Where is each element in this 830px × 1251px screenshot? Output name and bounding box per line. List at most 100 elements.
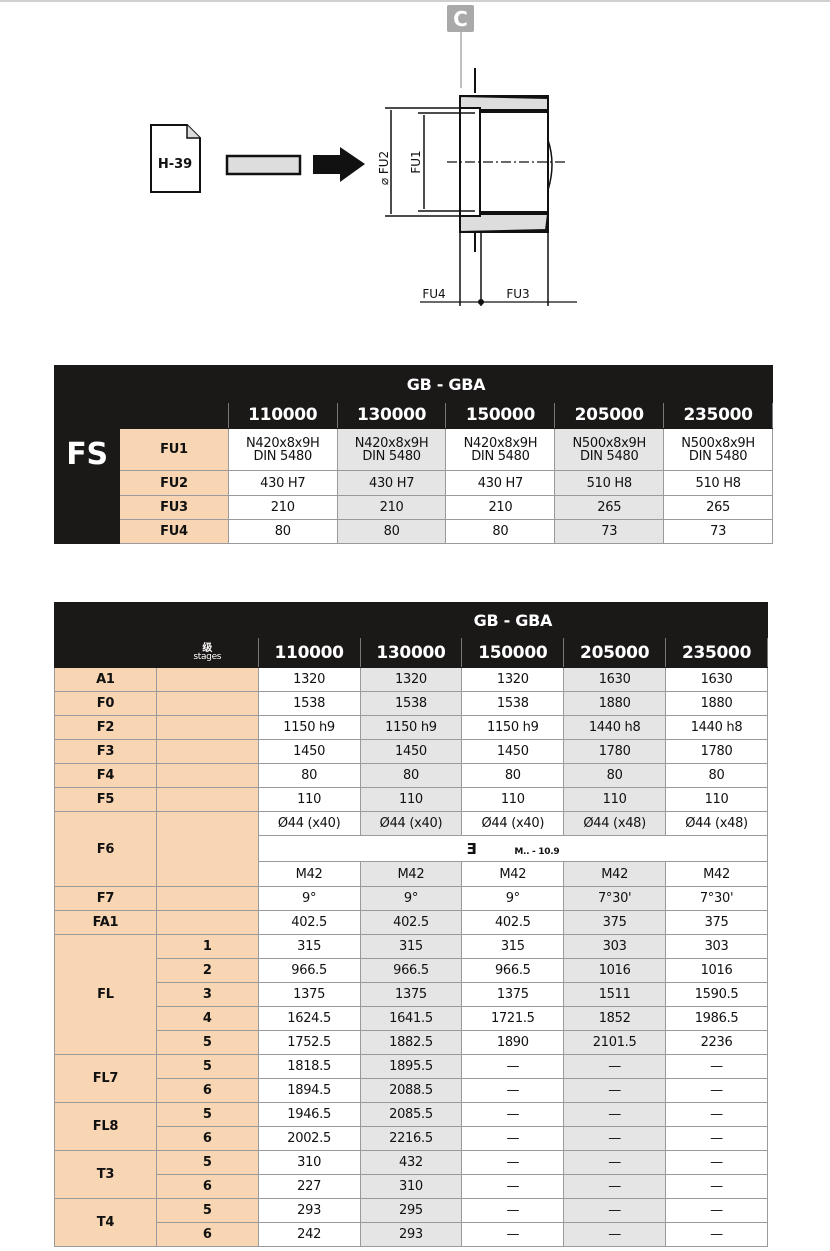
cell: 210 — [445, 495, 556, 520]
table-row: F2 1150 h9 1150 h9 1150 h9 1440 h8 1440 h8 — [54, 715, 768, 740]
cell: 265 — [554, 495, 665, 520]
table-row: 6 227 310— — — — [55, 1174, 768, 1199]
cell: 1440 h8 — [563, 715, 667, 740]
cell: 402.5 — [359, 910, 463, 935]
cell: — — [461, 1198, 565, 1223]
cell: 227 — [257, 1174, 361, 1199]
cell: 9° — [257, 886, 361, 911]
stage-cell — [155, 691, 259, 716]
stage-cell: 5 — [155, 1102, 259, 1127]
table-row: F6 Ø44 (x40) Ø44 (x40) Ø44 (x40) Ø44 (x48) Ø4… — [54, 811, 768, 887]
row-label: FU1 — [119, 428, 229, 471]
cell: M42 — [563, 861, 667, 887]
cell: — — [665, 1078, 768, 1103]
stage-cell: 3 — [155, 982, 259, 1007]
cell: 1895.5 — [359, 1054, 463, 1079]
column-header: 235000 — [665, 637, 768, 668]
cell: — — [461, 1150, 565, 1175]
cell: 80 — [461, 763, 565, 788]
column-header: 150000 — [445, 402, 556, 429]
cell: 1320 — [359, 667, 463, 692]
cell: Ø44 (x48) — [665, 811, 768, 836]
cell: N500x8x9H DIN 5480 — [663, 428, 773, 471]
cell: — — [563, 1054, 667, 1079]
cell: — — [563, 1078, 667, 1103]
cell: — — [461, 1222, 565, 1247]
cell: 1150 h9 — [461, 715, 565, 740]
cell: 80 — [257, 763, 361, 788]
row-label: FU3 — [119, 495, 229, 520]
cell: 1150 h9 — [359, 715, 463, 740]
table-row: 5 1752.5 1882.5 1890 2101.5 2236 — [55, 1030, 768, 1055]
stage-cell: 6 — [155, 1126, 259, 1151]
cell: — — [563, 1150, 667, 1175]
stage-cell — [155, 763, 259, 788]
stage-cell: 6 — [155, 1078, 259, 1103]
cell: 1590.5 — [665, 982, 768, 1007]
cell: 1150 h9 — [257, 715, 361, 740]
cell: M42 — [359, 861, 463, 887]
cell: 1538 — [461, 691, 565, 716]
cell: — — [665, 1174, 768, 1199]
cell: — — [665, 1102, 768, 1127]
row-label: FL7 — [54, 1054, 157, 1103]
cell: 315 — [461, 934, 565, 959]
cell: 402.5 — [461, 910, 565, 935]
arrow-right-icon — [313, 147, 365, 182]
cell: Ø44 (x40) — [257, 811, 361, 836]
cell: 966.5 — [257, 958, 361, 983]
cell: 1016 — [665, 958, 768, 983]
table-row: T4 5 293 295— — — — [54, 1198, 768, 1247]
table-title: GB - GBA — [119, 365, 773, 403]
cell: M42 — [257, 861, 361, 887]
cell: 1880 — [563, 691, 667, 716]
row-label: FU4 — [119, 519, 229, 544]
cell: 1630 — [563, 667, 667, 692]
table-row: FL7 5 1818.5 1895.5— — — — [54, 1054, 768, 1103]
stage-cell — [155, 811, 259, 887]
cell: 1752.5 — [257, 1030, 361, 1055]
cell: 9° — [461, 886, 565, 911]
fu1-dimension-label: FU1 — [409, 150, 423, 173]
stage-cell: 6 — [155, 1222, 259, 1247]
table-row: F7 9° 9° 9° 7°30' 7°30' — [54, 886, 768, 911]
cell: 2236 — [665, 1030, 768, 1055]
stage-cell: 2 — [155, 958, 259, 983]
table-title: GB - GBA — [257, 602, 769, 638]
cell: 375 — [563, 910, 667, 935]
callout-label: C — [453, 7, 468, 31]
cell: 2088.5 — [359, 1078, 463, 1103]
cell: 80 — [445, 519, 556, 544]
cell: 1780 — [665, 739, 768, 764]
table-row: F3 1450 1450 1450 1780 1780 — [54, 739, 768, 764]
stage-cell: 5 — [155, 1030, 259, 1055]
top-border — [0, 0, 830, 2]
row-label: F0 — [54, 691, 157, 716]
column-header: 130000 — [359, 637, 463, 668]
cell: 1538 — [359, 691, 463, 716]
row-label: F3 — [54, 739, 157, 764]
cell: 510 H8 — [663, 470, 773, 496]
cell: 1882.5 — [359, 1030, 463, 1055]
cell: 265 — [663, 495, 773, 520]
cell: M42 — [461, 861, 565, 887]
table-row: 2 966.5 966.5 966.5 1016 1016 — [55, 958, 768, 983]
fu3-dimension-label: FU3 — [506, 287, 529, 301]
row-label: F6 — [54, 811, 157, 887]
cell: 110 — [461, 787, 565, 812]
stage-cell: 1 — [155, 934, 259, 959]
cell: 110 — [665, 787, 768, 812]
cell: 310 — [257, 1150, 361, 1175]
cell: 293 — [359, 1222, 463, 1247]
shaft-diagram: H-39 C ⌀ FU2 FU1 FU4 FU3 — [150, 5, 577, 306]
cell: 1450 — [359, 739, 463, 764]
row-label: F4 — [54, 763, 157, 788]
cell: — — [461, 1174, 565, 1199]
cell: 1320 — [461, 667, 565, 692]
title-spacer — [54, 602, 259, 638]
cell: 2002.5 — [257, 1126, 361, 1151]
table-row: 6 2002.5 2216.5— — — — [55, 1126, 768, 1151]
cell: 242 — [257, 1222, 361, 1247]
table-row: 6 1894.5 2088.5— — — — [55, 1078, 768, 1103]
cell: 1780 — [563, 739, 667, 764]
